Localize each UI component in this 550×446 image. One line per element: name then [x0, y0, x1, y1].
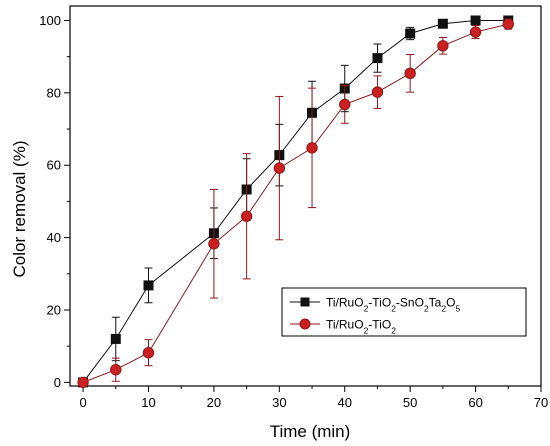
x-tick-label: 20	[207, 395, 221, 410]
y-axis-title: Color removal (%)	[10, 141, 29, 278]
y-tick-label: 40	[47, 230, 61, 245]
data-point	[273, 162, 286, 174]
data-point	[306, 142, 318, 154]
legend-marker	[300, 297, 310, 307]
data-point	[143, 280, 154, 291]
data-point	[404, 67, 416, 80]
y-tick-label: 80	[47, 85, 61, 100]
data-point	[77, 376, 89, 389]
x-tick-label: 0	[79, 395, 86, 410]
data-point	[372, 53, 383, 64]
data-point	[339, 98, 351, 111]
data-point	[110, 333, 121, 344]
y-tick-label: 100	[39, 13, 61, 28]
data-point	[208, 238, 220, 250]
data-point	[470, 15, 481, 26]
y-tick-label: 0	[54, 375, 61, 390]
data-point	[469, 26, 482, 38]
legend-box	[281, 287, 527, 337]
x-tick-label: 50	[403, 395, 417, 410]
y-tick-label: 60	[47, 158, 61, 173]
legend-label: Ti/RuO2-TiO2-SnO2Ta2O5	[326, 296, 460, 314]
y-tick-label: 20	[47, 303, 61, 318]
legend-label: Ti/RuO2-TiO2	[326, 318, 396, 336]
data-point	[437, 18, 448, 29]
x-tick-label: 10	[141, 395, 155, 410]
data-point	[240, 210, 253, 222]
x-tick-label: 70	[534, 395, 548, 410]
x-tick-label: 30	[272, 395, 286, 410]
data-point	[502, 18, 514, 30]
data-point	[405, 28, 416, 39]
data-point	[110, 364, 122, 376]
x-tick-label: 60	[468, 395, 482, 410]
x-tick-label: 40	[338, 395, 352, 410]
plot-frame	[69, 5, 542, 387]
data-point	[142, 347, 155, 359]
x-axis-title: Time (min)	[270, 422, 351, 441]
legend-marker	[299, 318, 311, 330]
data-point	[371, 86, 384, 98]
data-point	[437, 40, 449, 52]
